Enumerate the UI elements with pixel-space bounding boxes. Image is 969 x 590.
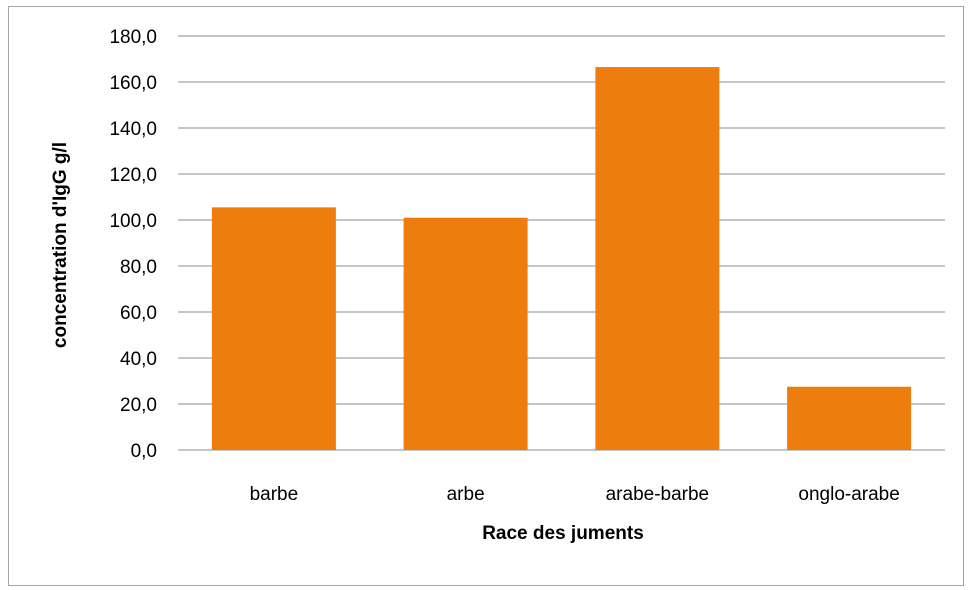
y-tick-label: 100,0 — [109, 211, 157, 232]
bar-arabe-barbe — [595, 67, 720, 451]
y-tick-label: 0,0 — [131, 441, 157, 462]
y-tick-label: 160,0 — [109, 73, 157, 94]
bar-barbe — [211, 207, 336, 450]
x-tick-label: arbe — [447, 484, 485, 505]
bars — [211, 67, 912, 451]
x-tick-label: barbe — [250, 484, 299, 505]
y-tick-label: 40,0 — [120, 349, 157, 370]
y-tick-label: 60,0 — [120, 303, 157, 324]
y-tick-labels: 0,0 20,0 40,0 60,0 80,0 100,0 120,0 140,0 160,0 1… — [109, 27, 157, 462]
y-tick-label: 140,0 — [109, 119, 157, 140]
y-tick-label: 80,0 — [120, 257, 157, 278]
bar-arbe — [403, 217, 528, 450]
bar-onglo-arabe — [787, 386, 912, 450]
x-tick-labels: barbe arbe arabe-barbe onglo-arabe — [250, 484, 900, 505]
x-tick-label: arabe-barbe — [606, 484, 710, 505]
x-axis-title: Race des juments — [482, 523, 644, 544]
y-axis-title: concentration d'IgG g/l — [50, 142, 71, 348]
y-tick-label: 180,0 — [109, 27, 157, 48]
y-tick-label: 20,0 — [120, 395, 157, 416]
y-tick-label: 120,0 — [109, 165, 157, 186]
x-tick-label: onglo-arabe — [798, 484, 899, 505]
